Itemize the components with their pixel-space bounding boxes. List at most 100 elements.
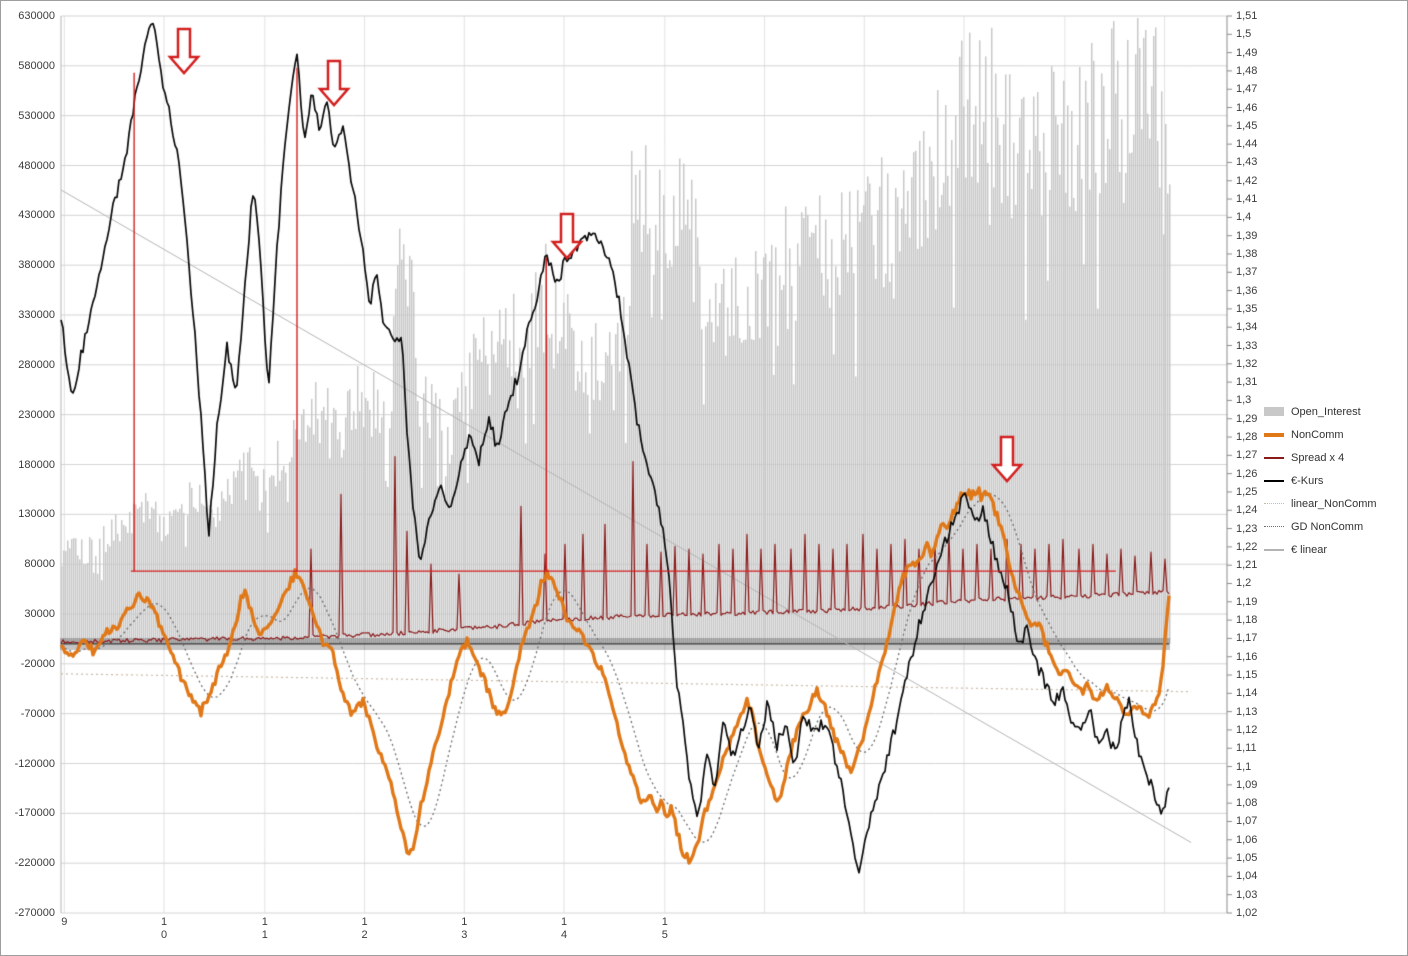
right-axis-label: 1,22 xyxy=(1236,540,1258,553)
left-axis-label: -70000 xyxy=(20,707,55,720)
right-axis-label: 1,45 xyxy=(1236,119,1258,132)
right-axis-label: 1,38 xyxy=(1236,247,1258,260)
x-axis-label: 1 0 xyxy=(160,916,168,941)
right-axis-label: 1,28 xyxy=(1236,431,1258,444)
left-axis-label: 580000 xyxy=(18,59,55,72)
left-axis-label: -20000 xyxy=(20,657,55,670)
left-axis-label: 530000 xyxy=(18,109,55,122)
right-axis-label: 1,33 xyxy=(1236,339,1258,352)
left-axis-label: 80000 xyxy=(24,558,55,571)
right-axis-label: 1,2 xyxy=(1236,577,1252,590)
right-axis-label: 1,06 xyxy=(1236,833,1258,846)
chart-legend: Open_Interest NonComm Spread x 4 €-Kurs line… xyxy=(1264,400,1377,561)
legend-item-kurs: €-Kurs xyxy=(1264,469,1377,492)
legend-swatch-gd-noncomm xyxy=(1264,526,1284,527)
legend-label-noncomm: NonComm xyxy=(1291,428,1344,441)
legend-label-spread-x-4: Spread x 4 xyxy=(1291,451,1345,464)
right-axis-label: 1,18 xyxy=(1236,614,1258,627)
x-axis-label: 1 2 xyxy=(361,916,368,941)
right-axis-label: 1,12 xyxy=(1236,723,1258,736)
left-axis-label: 230000 xyxy=(18,408,55,421)
right-axis-label: 1,14 xyxy=(1236,687,1258,700)
left-axis-label: 330000 xyxy=(18,309,55,321)
legend-item-linear: € linear xyxy=(1264,538,1377,561)
legend-label-linear: € linear xyxy=(1291,543,1328,556)
right-axis-label: 1,41 xyxy=(1236,193,1258,206)
right-axis-label: 1,08 xyxy=(1236,797,1258,810)
legend-swatch-linear xyxy=(1264,548,1284,551)
left-axis-label: 630000 xyxy=(18,10,55,22)
x-axis-label: 1 3 xyxy=(461,916,468,941)
left-axis-label: 430000 xyxy=(18,209,55,222)
left-axis-label: 130000 xyxy=(18,508,55,521)
legend-swatch-open-interest xyxy=(1264,407,1284,416)
right-axis-label: 1,43 xyxy=(1236,156,1258,169)
right-axis-label: 1,25 xyxy=(1236,485,1258,498)
x-axis-label: 1 4 xyxy=(560,916,568,941)
right-axis-label: 1,34 xyxy=(1236,321,1258,334)
right-axis-label: 1,02 xyxy=(1236,907,1258,919)
left-axis-label: 480000 xyxy=(18,159,55,172)
right-axis-label: 1,23 xyxy=(1236,522,1258,535)
right-axis-label: 1,48 xyxy=(1236,64,1258,77)
legend-label-kurs: €-Kurs xyxy=(1291,474,1324,487)
legend-swatch-spread-x-4 xyxy=(1264,456,1284,459)
right-axis-label: 1,05 xyxy=(1236,852,1258,865)
x-axis-label: 1 5 xyxy=(661,916,668,941)
left-axis-label: 30000 xyxy=(24,608,55,620)
right-axis-label: 1,1 xyxy=(1236,760,1252,773)
left-axis-label: -270000 xyxy=(14,907,55,919)
right-axis-label: 1,5 xyxy=(1236,28,1252,41)
right-axis-label: 1,09 xyxy=(1236,778,1258,791)
right-axis-label: 1,16 xyxy=(1236,650,1258,663)
right-axis-label: 1,07 xyxy=(1236,815,1258,828)
right-axis-label: 1,39 xyxy=(1236,229,1258,242)
right-axis-label: 1,27 xyxy=(1236,449,1258,462)
right-axis-label: 1,47 xyxy=(1236,83,1258,96)
right-axis-label: 1,4 xyxy=(1236,211,1252,224)
right-axis-label: 1,49 xyxy=(1236,46,1258,59)
right-axis-label: 1,15 xyxy=(1236,669,1258,682)
legend-item-gd-noncomm: GD NonComm xyxy=(1264,515,1377,538)
right-axis-label: 1,42 xyxy=(1236,174,1258,187)
right-axis-label: 1,35 xyxy=(1236,302,1258,315)
right-axis-label: 1,32 xyxy=(1236,357,1258,370)
right-axis-label: 1,37 xyxy=(1236,266,1258,279)
right-axis-label: 1,44 xyxy=(1236,138,1258,151)
right-axis-label: 1,31 xyxy=(1236,376,1258,389)
right-axis-label: 1,26 xyxy=(1236,467,1258,480)
left-axis-label: 280000 xyxy=(18,358,55,371)
left-axis-label: -120000 xyxy=(14,757,55,770)
legend-swatch-kurs xyxy=(1264,479,1284,482)
right-axis-label: 1,46 xyxy=(1236,101,1258,114)
x-axis-label: 9 xyxy=(61,916,68,928)
right-axis-label: 1,21 xyxy=(1236,559,1258,572)
right-axis-label: 1,11 xyxy=(1236,742,1257,755)
legend-label-open-interest: Open_Interest xyxy=(1291,405,1361,418)
right-axis-label: 1,51 xyxy=(1236,10,1258,22)
legend-swatch-noncomm xyxy=(1264,432,1284,437)
legend-item-open-interest: Open_Interest xyxy=(1264,400,1377,423)
right-axis-label: 1,04 xyxy=(1236,870,1258,883)
left-axis-label: 180000 xyxy=(18,458,55,471)
right-axis-label: 1,19 xyxy=(1236,595,1258,608)
legend-item-spread-x-4: Spread x 4 xyxy=(1264,446,1377,469)
left-axis-label: 380000 xyxy=(18,259,55,272)
legend-item-linear-noncomm: linear_NonComm xyxy=(1264,492,1377,515)
legend-swatch-linear-noncomm xyxy=(1264,503,1284,504)
right-axis-label: 1,03 xyxy=(1236,888,1258,901)
right-axis-label: 1,36 xyxy=(1236,284,1258,297)
right-axis-label: 1,17 xyxy=(1236,632,1258,645)
legend-label-linear-noncomm: linear_NonComm xyxy=(1291,497,1377,510)
right-axis-label: 1,13 xyxy=(1236,705,1258,718)
left-axis-label: -220000 xyxy=(14,857,55,870)
legend-label-gd-noncomm: GD NonComm xyxy=(1291,520,1364,533)
x-axis-label: 1 1 xyxy=(261,916,268,941)
left-axis-label: -170000 xyxy=(14,807,55,820)
right-axis-label: 1,24 xyxy=(1236,504,1258,517)
legend-item-noncomm: NonComm xyxy=(1264,423,1377,446)
right-axis-label: 1,3 xyxy=(1236,394,1252,407)
right-axis-label: 1,29 xyxy=(1236,412,1258,425)
